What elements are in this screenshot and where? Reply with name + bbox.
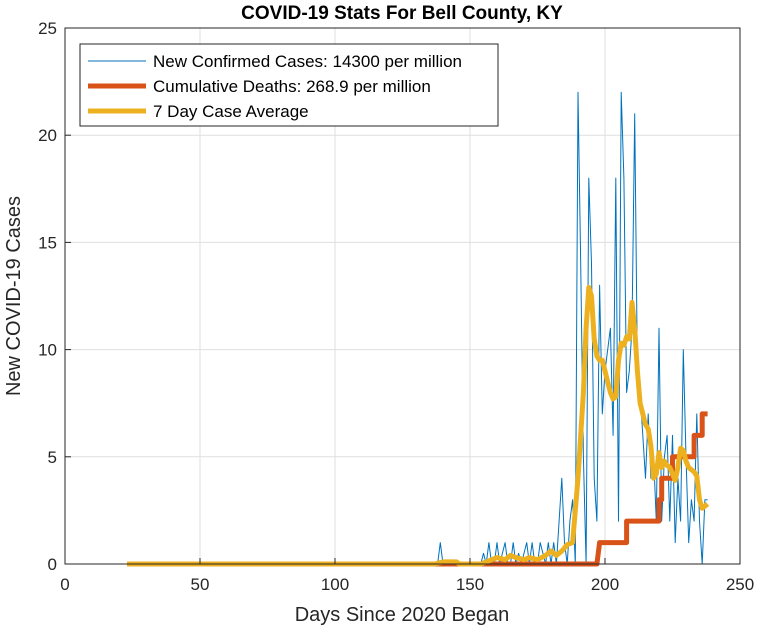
- y-tick-label: 20: [38, 126, 57, 145]
- legend-box: [79, 43, 499, 127]
- y-tick-label: 0: [48, 555, 57, 574]
- x-tick-label: 200: [591, 575, 619, 594]
- legend-entry-average-label: 7 Day Case Average: [153, 102, 309, 121]
- series-lines: [127, 91, 710, 567]
- y-axis-label: New COVID-19 Cases: [3, 196, 25, 396]
- cumulative-deaths-line: [127, 411, 708, 567]
- legend-entry-new-cases-label: New Confirmed Cases: 14300 per million: [153, 52, 462, 71]
- y-tick-label: 10: [38, 341, 57, 360]
- x-tick-label: 50: [191, 575, 210, 594]
- y-tick-label: 5: [48, 448, 57, 467]
- x-axis-label: Days Since 2020 Began: [295, 604, 510, 626]
- x-tick-label: 0: [60, 575, 69, 594]
- y-tick-label: 25: [38, 19, 57, 38]
- chart-title: COVID-19 Stats For Bell County, KY: [241, 3, 563, 24]
- legend-entry-deaths-label: Cumulative Deaths: 268.9 per million: [153, 77, 431, 96]
- plot-border: [64, 27, 741, 565]
- seven-day-average-line: [127, 284, 710, 567]
- x-tick-label: 150: [456, 575, 484, 594]
- y-tick-label: 15: [38, 233, 57, 252]
- x-tick-label: 100: [321, 575, 349, 594]
- x-tick-label: 250: [726, 575, 754, 594]
- legend: New Confirmed Cases: 14300 per million Cu…: [79, 43, 499, 127]
- axis-ticks: 0 50 100 150 200 250 0 5 10 15 20 25: [38, 19, 754, 594]
